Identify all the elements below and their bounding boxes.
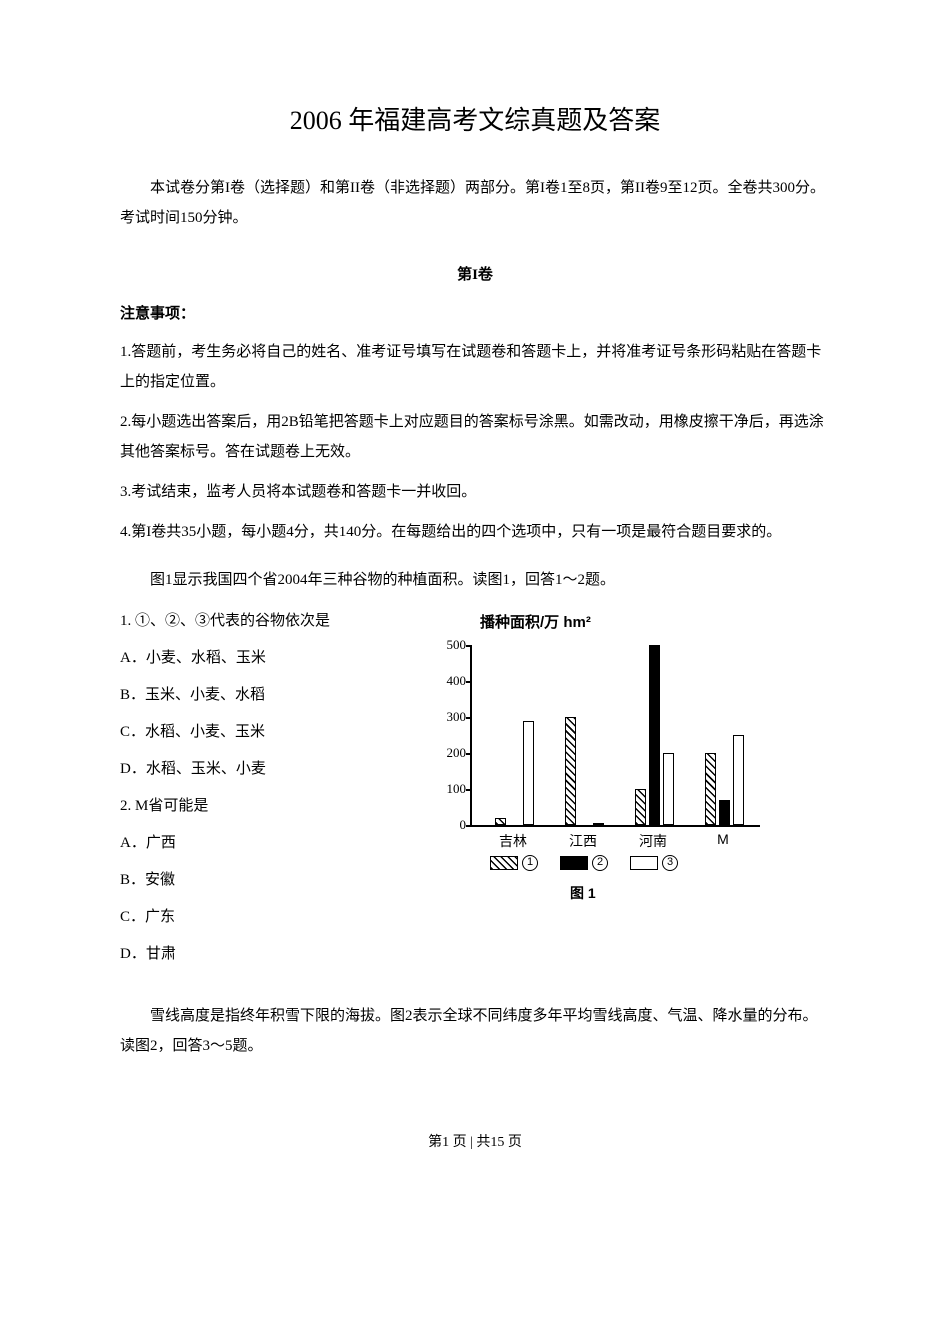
- chart-ytick: 0: [432, 817, 466, 833]
- chart-ytick: 100: [432, 781, 466, 797]
- chart-ytick: 300: [432, 709, 466, 725]
- chart-bar: [593, 823, 604, 825]
- q1-stem: 1. ①、②、③代表的谷物依次是: [120, 605, 400, 638]
- chart-axis-y: [470, 645, 472, 825]
- chart-xlabel: 江西: [559, 831, 607, 851]
- legend-swatch-hatch: [490, 856, 518, 870]
- chart-ylabel: 播种面积/万 hm²: [480, 611, 591, 632]
- chart-bar: [495, 818, 506, 825]
- chart-xlabel: M: [699, 831, 747, 847]
- fig1-intro: 图1显示我国四个省2004年三种谷物的种植面积。读图1，回答1～2题。: [120, 565, 830, 595]
- q1-opt-b: B．玉米、小麦、水稻: [120, 679, 400, 712]
- chart-bar: [663, 753, 674, 825]
- chart-bar: [523, 721, 534, 825]
- notice-1: 1.答题前，考生务必将自己的姓名、准考证号填写在试题卷和答题卡上，并将准考证号条…: [120, 337, 830, 397]
- chart-axis-x: [470, 825, 760, 827]
- q1-opt-d: D．水稻、玉米、小麦: [120, 753, 400, 786]
- legend-swatch-solid: [560, 856, 588, 870]
- legend-item-3: 3: [630, 855, 678, 871]
- chart-column: 播种面积/万 hm² 1 2 3 图 1 0 100 200 300 400 500 吉林 江…: [400, 605, 830, 925]
- legend-item-1: 1: [490, 855, 538, 871]
- q2-opt-a: A．广西: [120, 827, 400, 860]
- chart-ytick: 500: [432, 637, 466, 653]
- chart-ytick: 400: [432, 673, 466, 689]
- chart-bar: [635, 789, 646, 825]
- chart-caption: 图 1: [570, 883, 596, 903]
- q1-opt-a: A．小麦、水稻、玉米: [120, 642, 400, 675]
- notice-3: 3.考试结束，监考人员将本试题卷和答题卡一并收回。: [120, 477, 830, 507]
- section-header: 第I卷: [120, 263, 830, 284]
- page-footer: 第1 页 | 共15 页: [120, 1131, 830, 1151]
- chart-bar: [565, 717, 576, 825]
- question-row: 1. ①、②、③代表的谷物依次是 A．小麦、水稻、玉米 B．玉米、小麦、水稻 C…: [120, 605, 830, 975]
- chart-bar: [649, 645, 660, 825]
- legend-label-1: 1: [522, 855, 538, 871]
- q2-opt-b: B．安徽: [120, 864, 400, 897]
- notice-2: 2.每小题选出答案后，用2B铅笔把答题卡上对应题目的答案标号涂黑。如需改动，用橡…: [120, 407, 830, 467]
- chart-ytick: 200: [432, 745, 466, 761]
- snow-paragraph: 雪线高度是指终年积雪下限的海拔。图2表示全球不同纬度多年平均雪线高度、气温、降水…: [120, 1001, 830, 1061]
- legend-label-2: 2: [592, 855, 608, 871]
- legend-label-3: 3: [662, 855, 678, 871]
- q2-opt-c: C．广东: [120, 901, 400, 934]
- chart-bar: [705, 753, 716, 825]
- chart-bar: [733, 735, 744, 825]
- chart-xlabel: 河南: [629, 831, 677, 851]
- page: 2006 年福建高考文综真题及答案 本试卷分第I卷（选择题）和第II卷（非选择题…: [0, 0, 950, 1211]
- q2-stem: 2. M省可能是: [120, 790, 400, 823]
- notice-label: 注意事项：: [120, 302, 830, 323]
- intro-paragraph: 本试卷分第I卷（选择题）和第II卷（非选择题）两部分。第I卷1至8页，第II卷9…: [120, 173, 830, 233]
- legend-item-2: 2: [560, 855, 608, 871]
- q1-opt-c: C．水稻、小麦、玉米: [120, 716, 400, 749]
- notice-4: 4.第I卷共35小题，每小题4分，共140分。在每题给出的四个选项中，只有一项是…: [120, 517, 830, 547]
- qa-column: 1. ①、②、③代表的谷物依次是 A．小麦、水稻、玉米 B．玉米、小麦、水稻 C…: [120, 605, 400, 975]
- page-title: 2006 年福建高考文综真题及答案: [120, 100, 830, 137]
- q2-opt-d: D．甘肃: [120, 938, 400, 971]
- bar-chart: 播种面积/万 hm² 1 2 3 图 1 0 100 200 300 400 500 吉林 江…: [410, 605, 790, 925]
- chart-xlabel: 吉林: [489, 831, 537, 851]
- chart-legend: 1 2 3: [490, 855, 678, 871]
- legend-swatch-open: [630, 856, 658, 870]
- chart-bar: [719, 800, 730, 825]
